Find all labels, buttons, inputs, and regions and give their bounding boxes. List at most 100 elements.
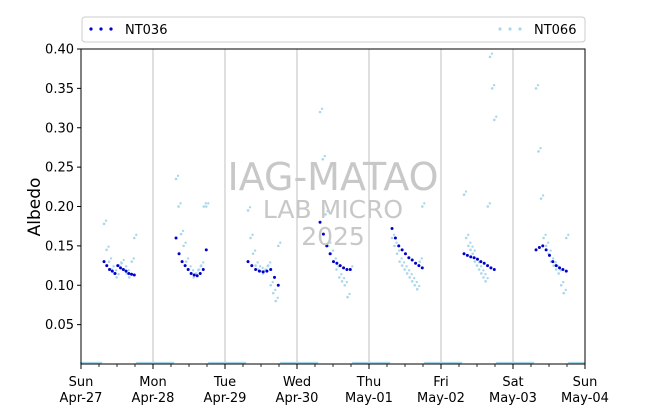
data-point-nt066: [276, 244, 280, 248]
data-point-nt066: [415, 280, 418, 284]
data-point-nt066: [482, 276, 485, 279]
data-point-nt066: [246, 209, 250, 212]
data-point-nt036: [269, 268, 273, 271]
data-point-nt066: [189, 265, 192, 268]
data-point-nt066: [323, 154, 326, 158]
data-point-nt066: [112, 265, 115, 268]
data-point-nt066: [393, 244, 396, 248]
data-point-nt066: [192, 276, 195, 279]
data-point-nt036: [414, 261, 418, 265]
data-point-nt066: [348, 292, 351, 296]
y-tick-label: 0.20: [45, 200, 74, 215]
data-point-nt066: [279, 241, 282, 244]
y-tick-label: 0.30: [45, 121, 74, 136]
data-point-nt066: [184, 260, 188, 263]
data-point-nt066: [204, 202, 207, 205]
data-point-nt066: [269, 261, 272, 264]
data-point-nt066: [490, 52, 494, 55]
data-point-nt036: [554, 264, 558, 268]
grid-lines: [152, 49, 514, 364]
data-point-nt066: [541, 194, 545, 197]
data-point-nt066: [554, 261, 557, 264]
x-tick-date: May-01: [345, 391, 393, 406]
y-tick-label: 0.05: [45, 318, 74, 333]
data-point-nt066: [104, 219, 108, 222]
data-point-nt036: [403, 252, 407, 256]
data-point-nt066: [182, 244, 185, 248]
data-point-nt066: [395, 241, 398, 244]
data-point-nt066: [132, 236, 136, 240]
data-point-nt036: [177, 252, 181, 256]
data-point-nt066: [177, 205, 180, 208]
data-point-nt066: [340, 280, 344, 283]
data-point-nt036: [132, 273, 136, 277]
data-point-nt066: [261, 266, 264, 270]
data-point-nt066: [318, 110, 322, 114]
data-point-nt066: [557, 272, 561, 275]
data-point-nt036: [105, 264, 109, 268]
data-point-nt066: [562, 280, 565, 284]
x-tick-day: Sun: [69, 375, 94, 390]
data-point-nt066: [495, 115, 498, 118]
data-point-nt066: [251, 252, 255, 256]
data-point-nt066: [202, 261, 205, 264]
data-point-nt066: [420, 257, 423, 260]
data-point-nt066: [402, 261, 406, 264]
data-point-nt066: [334, 257, 337, 260]
data-point-nt066: [462, 193, 466, 196]
data-point-nt036: [475, 257, 479, 261]
legend-label-nt066: NT066: [534, 23, 576, 38]
data-point-nt066: [395, 252, 399, 256]
data-point-nt066: [464, 190, 468, 193]
data-point-nt066: [564, 236, 568, 240]
data-point-nt066: [179, 232, 183, 236]
data-point-nt066: [484, 280, 487, 283]
y-tick-label: 0.40: [45, 43, 74, 58]
data-point-nt066: [492, 84, 496, 87]
data-point-nt066: [536, 84, 540, 87]
watermark-line2: LAB MICRO: [263, 195, 403, 224]
y-axis-label: Albedo: [25, 178, 45, 237]
data-point-nt066: [329, 241, 332, 244]
data-point-nt066: [276, 296, 279, 300]
y-tick-label: 0.15: [45, 239, 74, 254]
data-point-nt036: [482, 261, 486, 265]
data-point-nt036: [116, 264, 120, 268]
data-point-nt066: [390, 236, 394, 240]
x-axis: SunApr-27MonApr-28TueApr-29WedApr-30ThuM…: [60, 364, 609, 406]
data-point-nt036: [204, 248, 208, 252]
data-point-nt066: [410, 273, 413, 276]
data-point-nt036: [318, 220, 322, 224]
data-point-nt036: [113, 271, 117, 275]
x-tick-day: Sun: [573, 375, 598, 390]
data-point-nt036: [541, 244, 545, 248]
data-point-nt066: [488, 55, 492, 59]
watermark-line3: 2025: [301, 222, 365, 251]
data-point-nt066: [482, 269, 485, 272]
data-point-nt066: [471, 245, 474, 248]
data-point-nt066: [549, 249, 552, 252]
data-point-nt066: [320, 107, 324, 111]
data-point-nt066: [122, 258, 125, 262]
x-tick-date: May-04: [561, 391, 609, 406]
data-point-nt066: [248, 206, 252, 209]
x-tick-date: Apr-30: [276, 391, 319, 406]
data-point-nt036: [189, 271, 193, 275]
data-point-nt066: [194, 272, 198, 275]
data-point-nt066: [249, 236, 252, 240]
data-point-nt036: [407, 256, 411, 260]
data-point-nt036: [393, 236, 397, 240]
data-point-nt036: [479, 260, 483, 264]
data-point-nt066: [120, 261, 123, 265]
data-point-nt066: [269, 283, 273, 287]
data-point-nt066: [473, 260, 477, 263]
data-point-nt036: [342, 266, 346, 270]
data-point-nt066: [534, 87, 538, 90]
data-point-nt066: [464, 236, 468, 240]
data-point-nt036: [390, 227, 394, 231]
y-tick-label: 0.25: [45, 161, 74, 176]
data-point-nt066: [251, 233, 254, 237]
data-point-nt066: [191, 269, 195, 272]
data-point-nt066: [418, 260, 422, 263]
x-tick-day: Fri: [433, 375, 449, 390]
